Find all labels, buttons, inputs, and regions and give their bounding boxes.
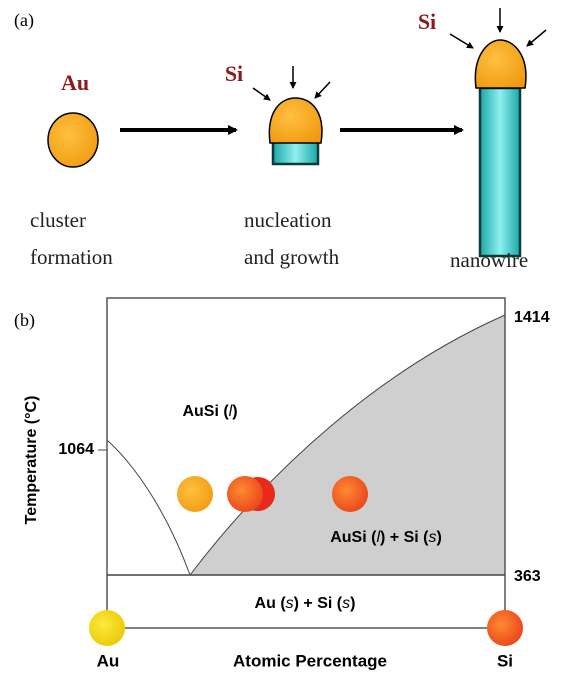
species-label: Si — [418, 9, 436, 34]
composition-dot — [177, 476, 213, 512]
species-label: Au — [61, 70, 89, 95]
au-cluster — [48, 113, 98, 167]
x-axis-label: Atomic Percentage — [233, 651, 387, 670]
region-label: Au (s) + Si (s) — [255, 595, 356, 612]
alloy-droplet — [475, 40, 526, 88]
text-part: ) — [436, 529, 441, 546]
text-part: ) + Si ( — [294, 595, 343, 612]
text-part: AuSi ( — [330, 529, 377, 546]
text-part: s — [286, 595, 294, 612]
species-label: Si — [225, 61, 243, 86]
text-part: ) — [350, 595, 355, 612]
panel-label: (b) — [14, 310, 35, 331]
temperature-label: 1064 — [58, 441, 94, 458]
text-part: ) — [232, 403, 237, 420]
figure: (a) Au Si Si cluster formation nucleatio… — [0, 0, 568, 676]
text-part: s — [428, 529, 436, 546]
text-part: s — [342, 595, 350, 612]
flux-arrow — [450, 34, 473, 48]
element-label: Au — [97, 651, 120, 670]
caption: nanowire — [450, 248, 528, 272]
flux-arrow — [527, 30, 546, 46]
si-dot — [487, 610, 523, 646]
composition-dot — [227, 476, 263, 512]
region-label: AuSi (l) + Si (s) — [330, 529, 442, 546]
panel-label: (a) — [14, 10, 34, 31]
flux-arrow — [315, 82, 330, 98]
caption: cluster — [30, 208, 86, 232]
alloy-droplet — [269, 98, 322, 143]
temperature-label: 363 — [514, 568, 541, 585]
element-label: Si — [497, 651, 513, 670]
caption: formation — [30, 245, 113, 269]
caption: and growth — [244, 245, 340, 269]
au-dot — [89, 610, 125, 646]
nanowire — [480, 88, 520, 256]
y-axis-label: Temperature (°C) — [23, 396, 40, 525]
caption: nucleation — [244, 208, 332, 232]
text-part: Au ( — [255, 595, 287, 612]
liquidus — [107, 440, 190, 575]
text-part: ) + Si ( — [380, 529, 429, 546]
composition-dot — [332, 476, 368, 512]
temperature-label: 1414 — [514, 309, 550, 326]
nanowire-stub — [273, 142, 318, 164]
text-part: AuSi ( — [182, 403, 229, 420]
flux-arrow — [253, 88, 270, 100]
region-label: AuSi (l) — [182, 403, 237, 420]
